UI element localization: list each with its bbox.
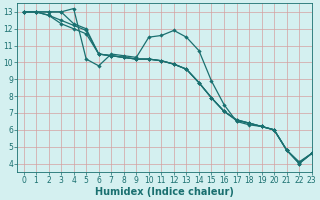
X-axis label: Humidex (Indice chaleur): Humidex (Indice chaleur) [95,187,234,197]
